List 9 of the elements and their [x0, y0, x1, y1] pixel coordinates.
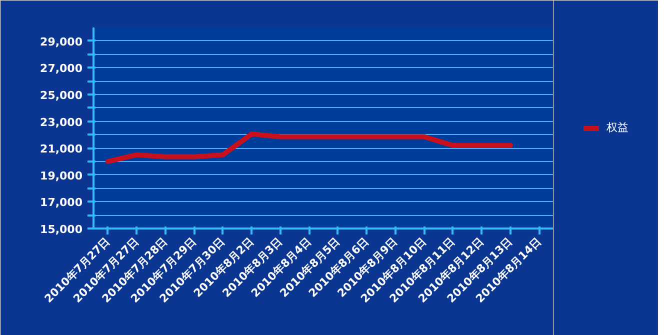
- y-tick-label: 17,000: [40, 196, 83, 210]
- y-tick-label: 29,000: [40, 35, 83, 48]
- y-tick-label: 23,000: [40, 116, 83, 129]
- text: 15,000: [40, 223, 83, 236]
- y-tick-label: 19,000: [40, 169, 83, 182]
- legend-label: 权益: [606, 120, 628, 135]
- y-tick-label: 25,000: [40, 89, 83, 102]
- y-tick-label: 21,000: [40, 142, 83, 156]
- y-tick-label: 27,000: [40, 62, 83, 76]
